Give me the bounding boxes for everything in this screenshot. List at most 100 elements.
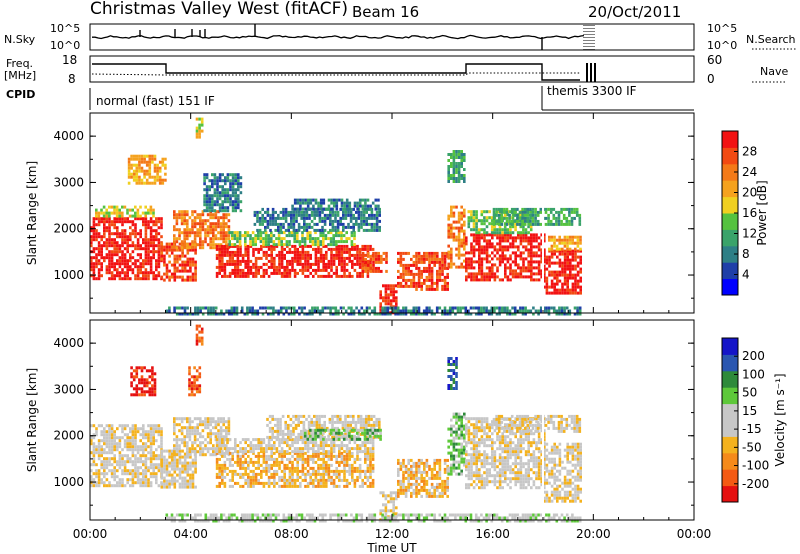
- scatter-cell: [296, 451, 299, 455]
- scatter-cell: [140, 157, 144, 161]
- scatter-cell: [311, 312, 314, 316]
- scatter-cell: [296, 463, 299, 467]
- scatter-cell: [253, 309, 257, 313]
- scatter-cell: [113, 244, 116, 248]
- scatter-cell: [186, 278, 190, 282]
- scatter-cell: [247, 271, 250, 275]
- scatter-cell: [212, 417, 215, 421]
- scatter-cell: [218, 451, 221, 455]
- scatter-cell: [123, 445, 127, 449]
- scatter-cell: [126, 442, 129, 446]
- scatter-cell: [176, 254, 179, 258]
- scatter-cell: [188, 393, 191, 397]
- scatter-cell: [321, 309, 325, 313]
- scatter-cell: [218, 466, 221, 470]
- scatter-cell: [368, 222, 371, 226]
- scatter-cell: [265, 253, 268, 257]
- scatter-cell: [548, 238, 551, 242]
- scatter-cell: [103, 256, 106, 260]
- scatter-cell: [369, 257, 373, 261]
- scatter-cell: [199, 234, 202, 238]
- scatter-cell: [379, 296, 382, 300]
- scatter-cell: [95, 229, 98, 233]
- scatter-cell: [522, 263, 525, 267]
- scatter-cell: [224, 182, 227, 186]
- scatter-cell: [254, 481, 258, 485]
- scatter-cell: [480, 275, 484, 279]
- scatter-cell: [530, 269, 533, 273]
- scatter-cell: [163, 476, 166, 480]
- scatter-cell: [228, 262, 232, 266]
- scatter-cell: [522, 231, 525, 235]
- scatter-cell: [157, 427, 161, 431]
- scatter-cell: [113, 484, 116, 488]
- scatter-cell: [317, 204, 320, 208]
- scatter-cell: [247, 460, 250, 464]
- scatter-cell: [303, 240, 307, 244]
- scatter-cell: [555, 309, 559, 313]
- scatter-cell: [314, 262, 318, 266]
- scatter-cell: [200, 123, 204, 127]
- scatter-cell: [151, 160, 154, 164]
- scatter-cell: [537, 242, 541, 246]
- scatter-cell: [372, 251, 375, 255]
- scatter-cell: [312, 274, 315, 278]
- scatter-cell: [351, 265, 354, 269]
- scatter-cell: [342, 306, 345, 310]
- scatter-cell: [278, 253, 281, 257]
- scatter-cell: [296, 234, 299, 238]
- scatter-cell: [132, 387, 136, 391]
- scatter-cell: [571, 255, 575, 259]
- scatter-cell: [309, 253, 312, 257]
- scatter-cell: [438, 306, 442, 310]
- scatter-cell: [126, 277, 129, 281]
- scatter-cell: [161, 157, 165, 161]
- scatter-cell: [556, 255, 559, 259]
- scatter-cell: [126, 433, 129, 437]
- scatter-cell: [116, 469, 119, 473]
- colorbar-tick-label: 12: [742, 227, 757, 241]
- scatter-cell: [186, 479, 190, 483]
- scatter-cell: [267, 237, 270, 241]
- scatter-cell: [175, 213, 179, 217]
- scatter-cell: [314, 271, 318, 275]
- scatter-cell: [375, 213, 379, 217]
- scatter-cell: [173, 470, 177, 474]
- scatter-cell: [579, 235, 582, 239]
- scatter-cell: [191, 470, 195, 474]
- scatter-cell: [288, 457, 292, 461]
- scatter-cell: [231, 262, 234, 266]
- scatter-cell: [312, 198, 315, 202]
- scatter-cell: [217, 432, 220, 436]
- scatter-cell: [286, 274, 289, 278]
- scatter-cell: [149, 205, 153, 209]
- scatter-cell: [509, 210, 512, 214]
- scatter-cell: [558, 309, 561, 313]
- scatter-cell: [430, 278, 434, 282]
- scatter-cell: [399, 272, 403, 276]
- scatter-cell: [113, 253, 116, 257]
- cpid-label: CPID: [6, 88, 35, 101]
- scatter-cell: [193, 222, 197, 226]
- scatter-cell: [402, 266, 405, 270]
- scatter-cell: [183, 228, 186, 232]
- scatter-cell: [140, 366, 144, 370]
- scatter-cell: [198, 132, 201, 136]
- scatter-cell: [565, 312, 569, 316]
- scatter-cell: [483, 233, 486, 237]
- scatter-cell: [213, 173, 217, 177]
- scatter-cell: [219, 231, 223, 235]
- scatter-cell: [145, 384, 149, 388]
- scatter-cell: [343, 262, 346, 266]
- scatter-cell: [511, 216, 515, 220]
- scatter-cell: [110, 451, 114, 455]
- scatter-cell: [472, 222, 476, 226]
- scatter-cell: [225, 213, 228, 217]
- scatter-cell: [212, 228, 215, 232]
- scatter-cell: [392, 296, 395, 300]
- scatter-cell: [296, 262, 299, 266]
- scatter-cell: [105, 217, 109, 221]
- scatter-cell: [147, 274, 150, 278]
- scatter-cell: [407, 263, 410, 267]
- scatter-cell: [183, 309, 187, 313]
